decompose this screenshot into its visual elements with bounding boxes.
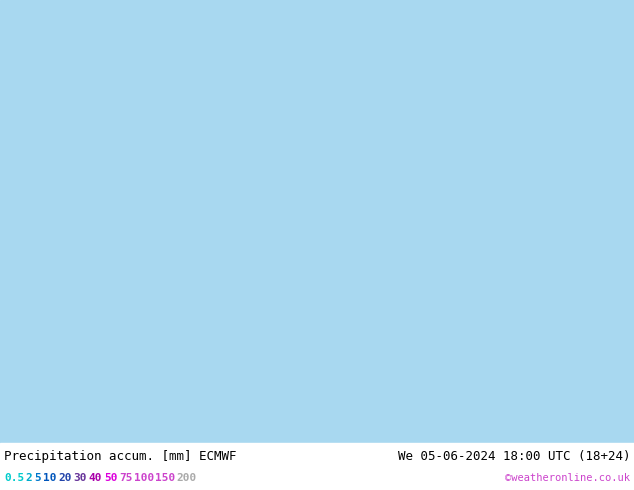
Text: 5: 5 bbox=[34, 473, 41, 483]
Text: 0.5: 0.5 bbox=[4, 473, 24, 483]
Text: 200: 200 bbox=[176, 473, 196, 483]
Text: 40: 40 bbox=[89, 473, 102, 483]
Text: 10: 10 bbox=[44, 473, 57, 483]
Text: 75: 75 bbox=[119, 473, 133, 483]
Text: We 05-06-2024 18:00 UTC (18+24): We 05-06-2024 18:00 UTC (18+24) bbox=[398, 450, 630, 463]
Text: 20: 20 bbox=[58, 473, 72, 483]
Text: 150: 150 bbox=[155, 473, 175, 483]
Bar bbox=[0, 443, 634, 490]
Text: ©weatheronline.co.uk: ©weatheronline.co.uk bbox=[505, 473, 630, 483]
Text: 30: 30 bbox=[74, 473, 87, 483]
Text: 2: 2 bbox=[25, 473, 32, 483]
Text: 100: 100 bbox=[134, 473, 154, 483]
Text: 50: 50 bbox=[104, 473, 117, 483]
Text: Precipitation accum. [mm] ECMWF: Precipitation accum. [mm] ECMWF bbox=[4, 450, 236, 463]
